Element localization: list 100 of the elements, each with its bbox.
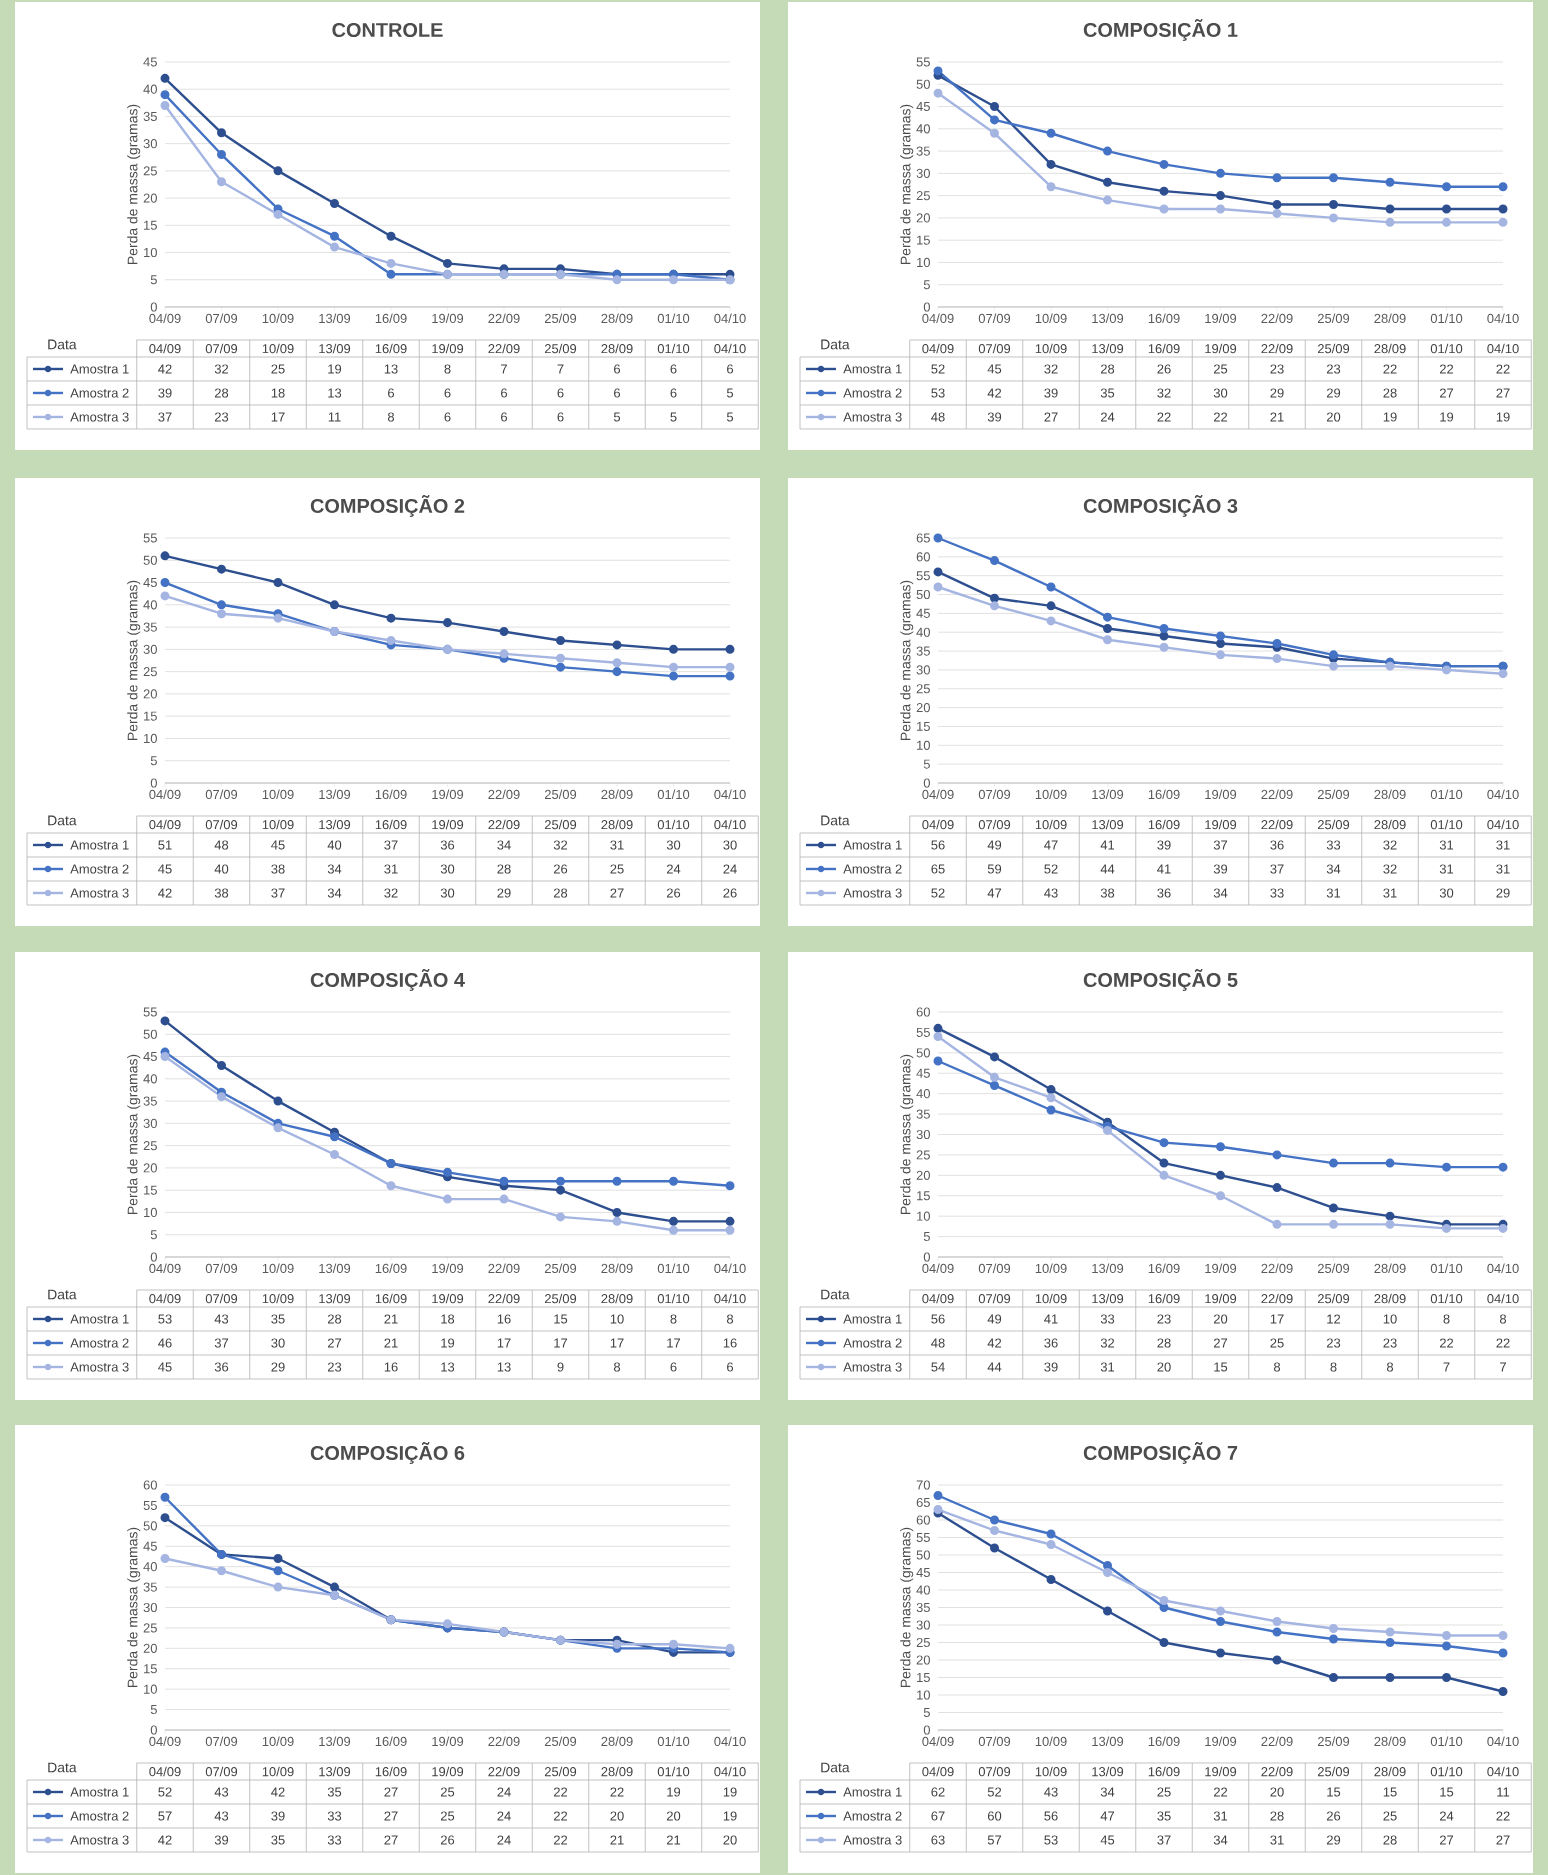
data-label: 33 <box>1100 1314 1115 1324</box>
category-label: 13/09 <box>319 819 351 830</box>
data-label: 27 <box>1439 1835 1454 1845</box>
y-tick-label: 15 <box>917 1191 930 1201</box>
data-label: 48 <box>931 1338 945 1348</box>
x-tick-label: 01/10 <box>1430 1263 1463 1274</box>
x-tick-label: 10/09 <box>1035 1263 1067 1274</box>
data-label: 25 <box>1157 1787 1171 1797</box>
data-label: 31 <box>1326 888 1341 898</box>
category-label: 04/09 <box>922 343 954 354</box>
data-label: 6 <box>444 412 451 422</box>
data-label: 53 <box>1044 1835 1058 1845</box>
y-axis-title: Perda de massa (gramas) <box>900 104 914 264</box>
x-tick-label: 19/09 <box>1205 313 1237 324</box>
y-tick-label: 10 <box>144 247 157 258</box>
y-tick-label: 30 <box>143 1602 157 1613</box>
text: Data <box>821 815 850 826</box>
category-label: 19/09 <box>1205 343 1237 354</box>
data-label: 31 <box>1270 1835 1284 1845</box>
x-tick-label: 04/10 <box>714 789 746 800</box>
chart-title: COMPOSIÇÃO 4 <box>310 969 465 991</box>
data-label: 42 <box>271 1787 285 1797</box>
legend-label: Amostra 3 <box>70 412 129 422</box>
x-tick-label: 04/10 <box>714 1263 746 1274</box>
data-label: 31 <box>1439 864 1454 874</box>
data-label: 26 <box>1157 364 1171 374</box>
data-label: 23 <box>1157 1314 1171 1324</box>
y-tick-label: 25 <box>916 1637 930 1648</box>
data-label: 36 <box>1157 888 1171 898</box>
x-tick-label: 16/09 <box>1148 313 1180 324</box>
y-tick-label: 20 <box>916 703 930 713</box>
x-tick-label: 28/09 <box>1374 789 1406 800</box>
category-label: 04/10 <box>714 819 746 830</box>
legend-label: Amostra 2 <box>70 1338 129 1348</box>
data-label: 43 <box>1044 1787 1058 1797</box>
x-tick-label: 22/09 <box>1261 313 1293 324</box>
x-tick-label: 13/09 <box>319 789 351 800</box>
category-label: 16/09 <box>1148 343 1180 354</box>
y-tick-label: 5 <box>150 275 157 285</box>
y-tick-label: 45 <box>143 57 157 67</box>
category-label: 19/09 <box>1205 1766 1237 1777</box>
y-tick-label: 20 <box>916 1170 930 1180</box>
y-tick-label: 10 <box>917 740 930 750</box>
data-label: 42 <box>158 888 172 898</box>
y-tick-label: 40 <box>143 1074 157 1084</box>
legend-label: Amostra 3 <box>70 888 129 898</box>
data-label: 8 <box>1499 1314 1507 1324</box>
category-label: 19/09 <box>432 1766 464 1777</box>
data-label: 28 <box>1157 1338 1171 1348</box>
data-label: 19 <box>723 1811 737 1821</box>
data-label: 39 <box>1157 840 1171 850</box>
category-label: 22/09 <box>1261 1766 1293 1777</box>
chart-title: COMPOSIÇÃO 5 <box>1083 969 1238 991</box>
data-label: 30 <box>440 888 455 898</box>
data-label: 41 <box>1157 864 1171 874</box>
x-tick-label: 04/10 <box>1487 789 1519 800</box>
y-tick-label: 50 <box>916 1550 930 1560</box>
category-label: 04/10 <box>1487 1766 1519 1777</box>
y-tick-label: 20 <box>143 689 157 699</box>
y-tick-label: 10 <box>917 1690 930 1700</box>
legend-label: Amostra 1 <box>70 1787 129 1797</box>
y-tick-label: 45 <box>916 608 930 618</box>
category-label: 04/09 <box>149 343 181 354</box>
data-label: 67 <box>931 1811 945 1821</box>
data-label: 42 <box>987 388 1002 398</box>
data-label: 44 <box>1100 864 1115 874</box>
category-label: 04/09 <box>922 1766 954 1777</box>
category-label: 19/09 <box>432 343 464 354</box>
data-label: 29 <box>1326 388 1341 398</box>
category-label: 01/10 <box>657 1766 690 1777</box>
x-tick-label: 19/09 <box>432 1263 464 1274</box>
text: Data <box>821 1289 850 1300</box>
data-label: 24 <box>497 1811 511 1821</box>
data-label: 15 <box>1440 1787 1454 1797</box>
legend-label: Amostra 2 <box>843 1811 902 1821</box>
y-tick-label: 50 <box>916 589 930 600</box>
data-label: 37 <box>158 412 172 422</box>
x-tick-label: 07/09 <box>978 789 1011 800</box>
data-label: 13 <box>384 364 398 374</box>
data-label: 57 <box>158 1811 172 1821</box>
legend-label: Amostra 3 <box>843 1362 902 1372</box>
category-label: 22/09 <box>1261 343 1293 354</box>
category-label: 07/09 <box>205 1766 238 1777</box>
data-label: 8 <box>670 1314 677 1324</box>
category-label: 28/09 <box>1374 819 1406 830</box>
data-label: 6 <box>388 388 395 398</box>
x-tick-label: 01/10 <box>657 313 690 324</box>
data-label: 41 <box>1044 1314 1058 1324</box>
x-tick-label: 19/09 <box>432 313 464 324</box>
x-tick-label: 01/10 <box>657 1263 690 1274</box>
x-tick-label: 25/09 <box>1317 789 1350 800</box>
data-label: 39 <box>1213 864 1228 874</box>
x-tick-label: 19/09 <box>1205 1736 1237 1747</box>
y-tick-label: 30 <box>143 139 157 149</box>
chart-title: COMPOSIÇÃO 1 <box>1083 19 1238 41</box>
legend-label: Amostra 2 <box>70 1811 129 1821</box>
x-tick-label: 22/09 <box>488 1263 520 1274</box>
category-label: 04/09 <box>922 1293 954 1304</box>
category-label: 04/10 <box>714 343 746 354</box>
x-tick-label: 28/09 <box>601 789 633 800</box>
